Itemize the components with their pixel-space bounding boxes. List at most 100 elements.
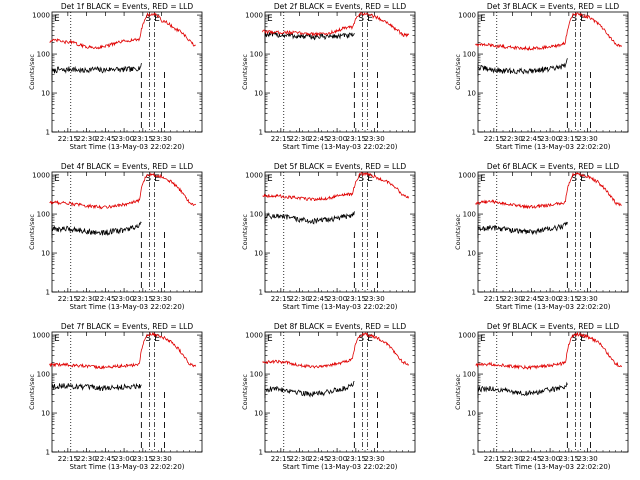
y-tick-label: 100 [463, 51, 476, 59]
y-tick-label: 1 [46, 289, 50, 297]
marker-label-s: S [145, 334, 151, 344]
x-tick-label: 23:00 [327, 455, 347, 463]
marker-label-s: S [145, 14, 151, 24]
panel-title: Det 5f BLACK = Events, RED = LLD [274, 162, 407, 171]
x-axis-label: Start Time (13-May-03 22:02:20) [69, 143, 184, 151]
x-axis-label: Start Time (13-May-03 22:02:20) [495, 463, 610, 471]
series-line-events [51, 63, 142, 74]
x-tick-label: 23:15 [133, 455, 153, 463]
y-tick-label: 1 [46, 129, 50, 137]
series-line-events [264, 381, 355, 398]
x-tick-label: 22:30 [76, 135, 96, 143]
plot-frame [477, 11, 629, 133]
x-tick-label: 22:15 [484, 295, 504, 303]
marker-label-e: E [267, 14, 273, 24]
y-axis-label: Counts/sec [28, 374, 36, 410]
y-tick-label: 1000 [458, 12, 476, 20]
x-tick-label: 22:15 [484, 135, 504, 143]
series-line-lld [49, 172, 197, 210]
detector-panel-9: Det 9f BLACK = Events, RED = LLD 1 10 100 10… [454, 322, 629, 471]
y-tick-label: 100 [463, 371, 476, 379]
x-tick-label: 23:15 [133, 295, 153, 303]
x-axis-label: Start Time (13-May-03 22:02:20) [69, 463, 184, 471]
y-axis-label: Counts/sec [28, 214, 36, 250]
series-line-events [477, 221, 568, 236]
x-tick-label: 22:15 [58, 135, 78, 143]
panel-title: Det 3f BLACK = Events, RED = LLD [487, 2, 620, 11]
y-tick-label: 10 [41, 250, 50, 258]
y-tick-label: 1 [472, 129, 476, 137]
y-tick-label: 1000 [32, 12, 50, 20]
x-tick-label: 23:00 [114, 295, 134, 303]
y-tick-label: 1000 [458, 332, 476, 340]
y-tick-label: 1000 [32, 332, 50, 340]
marker-label-e: E [480, 334, 486, 344]
x-tick-label: 23:00 [327, 135, 347, 143]
x-tick-label: 23:00 [540, 455, 560, 463]
y-axis-label: Counts/sec [28, 54, 36, 90]
marker-label-e: E [154, 334, 160, 344]
y-tick-label: 1000 [245, 12, 263, 20]
x-tick-label: 22:30 [502, 135, 522, 143]
detector-panel-7: Det 7f BLACK = Events, RED = LLD 1 10 100 10… [28, 322, 203, 471]
x-tick-label: 22:45 [308, 295, 328, 303]
detector-panel-6: Det 6f BLACK = Events, RED = LLD 1 10 100 10… [454, 162, 629, 311]
x-tick-label: 23:15 [559, 455, 579, 463]
series-line-lld [475, 12, 623, 51]
series-line-lld [475, 331, 623, 371]
x-tick-label: 23:30 [364, 295, 384, 303]
x-tick-label: 22:30 [502, 295, 522, 303]
x-tick-label: 23:30 [577, 295, 597, 303]
x-tick-label: 22:15 [271, 455, 291, 463]
x-tick-label: 22:30 [502, 455, 522, 463]
detector-panel-5: Det 5f BLACK = Events, RED = LLD 1 10 100 10… [241, 162, 416, 311]
marker-label-e: E [154, 14, 160, 24]
x-tick-label: 22:45 [308, 455, 328, 463]
y-tick-label: 1 [259, 449, 263, 457]
marker-label-e: E [154, 174, 160, 184]
y-tick-label: 10 [41, 410, 50, 418]
series-line-events [51, 221, 142, 237]
y-tick-label: 10 [254, 90, 263, 98]
x-tick-label: 22:15 [271, 135, 291, 143]
detector-panel-2: Det 2f BLACK = Events, RED = LLD 1 10 100 10… [241, 2, 416, 151]
x-tick-label: 23:15 [559, 135, 579, 143]
marker-label-e: E [580, 174, 586, 184]
x-tick-label: 22:45 [521, 135, 541, 143]
y-tick-label: 1000 [458, 172, 476, 180]
marker-label-s: S [145, 174, 151, 184]
series-line-events [264, 30, 355, 41]
panel-title: Det 6f BLACK = Events, RED = LLD [487, 162, 620, 171]
y-tick-label: 1 [472, 449, 476, 457]
x-tick-label: 23:15 [346, 295, 366, 303]
x-tick-label: 23:30 [364, 135, 384, 143]
marker-label-s: S [571, 174, 577, 184]
panel-title: Det 1f BLACK = Events, RED = LLD [61, 2, 194, 11]
y-tick-label: 10 [254, 410, 263, 418]
y-tick-label: 1 [259, 129, 263, 137]
y-axis-label: Counts/sec [241, 374, 249, 410]
x-tick-label: 23:15 [346, 455, 366, 463]
panel-title: Det 9f BLACK = Events, RED = LLD [487, 322, 620, 331]
series-line-lld [49, 12, 196, 50]
y-tick-label: 1000 [245, 332, 263, 340]
y-tick-label: 100 [37, 371, 50, 379]
x-tick-label: 22:15 [484, 455, 504, 463]
marker-label-e: E [54, 174, 60, 184]
y-tick-label: 10 [41, 90, 50, 98]
x-tick-label: 22:30 [289, 135, 309, 143]
x-tick-label: 22:30 [289, 455, 309, 463]
series-line-events [477, 58, 568, 75]
y-tick-label: 100 [250, 371, 263, 379]
detector-panel-3: Det 3f BLACK = Events, RED = LLD 1 10 100 10… [454, 2, 629, 151]
marker-label-e: E [267, 334, 273, 344]
y-tick-label: 100 [250, 211, 263, 219]
marker-label-s: S [571, 14, 577, 24]
panel-title: Det 8f BLACK = Events, RED = LLD [274, 322, 407, 331]
y-tick-label: 1000 [32, 172, 50, 180]
marker-label-e: E [580, 14, 586, 24]
x-tick-label: 23:00 [114, 135, 134, 143]
y-tick-label: 1 [259, 289, 263, 297]
y-tick-label: 100 [37, 211, 50, 219]
